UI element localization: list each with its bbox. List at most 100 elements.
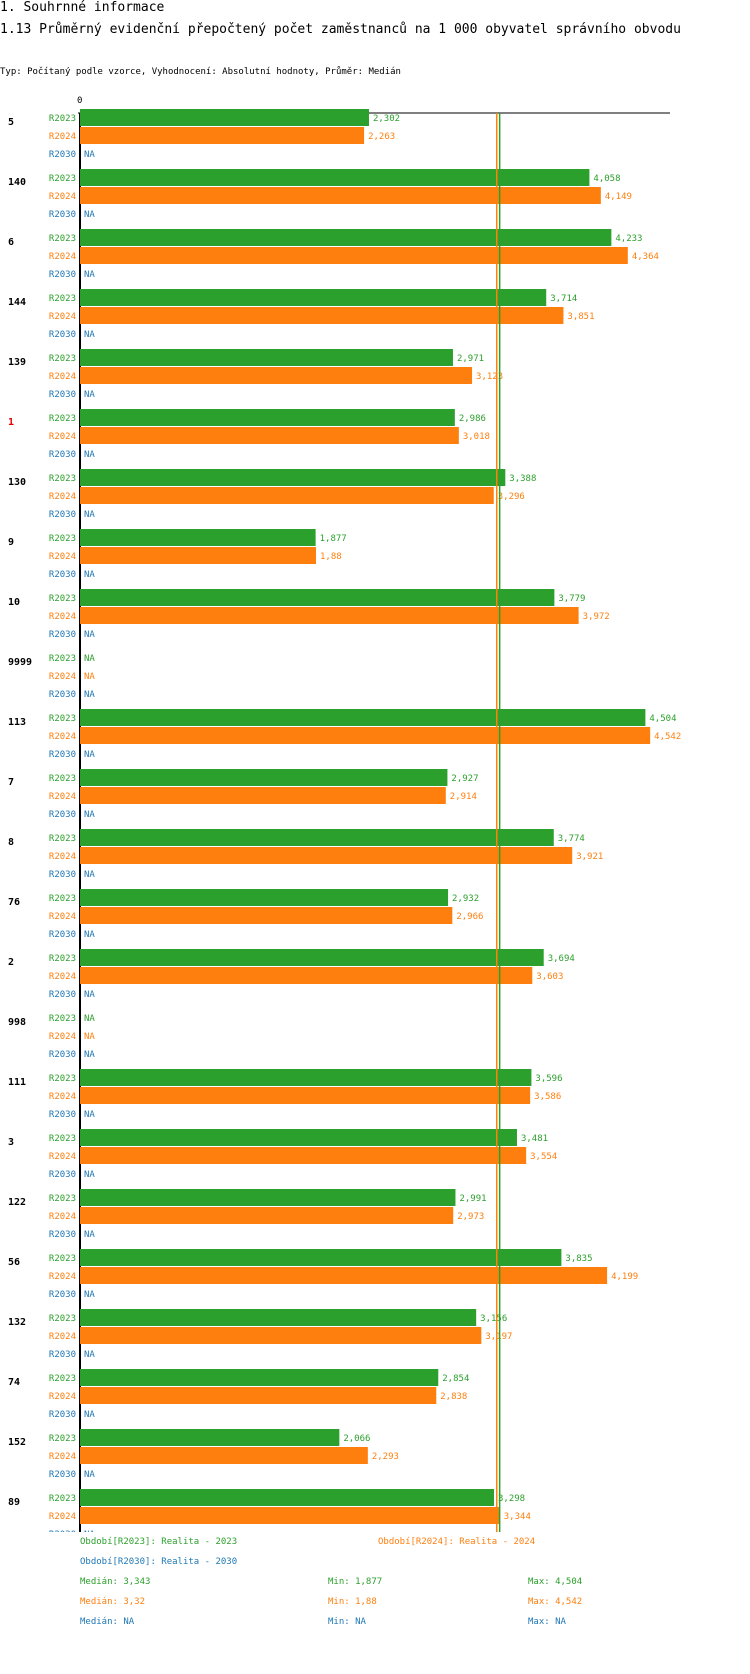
series-label: R2023 [49, 414, 76, 424]
bar [80, 349, 453, 366]
category-label: 76 [8, 897, 20, 908]
series-label: R2023 [49, 1494, 76, 1504]
category-label: 111 [8, 1077, 26, 1088]
data-label: 3,298 [498, 1494, 525, 1504]
data-label: NA [84, 330, 95, 340]
bar [80, 607, 579, 624]
data-label: NA [84, 1530, 95, 1532]
category-label: 144 [8, 297, 26, 308]
data-label: NA [84, 870, 95, 880]
bar [80, 109, 369, 126]
series-label: R2024 [49, 672, 76, 682]
series-label: R2024 [49, 1332, 76, 1342]
bar [80, 1429, 340, 1446]
category-label: 89 [8, 1497, 20, 1508]
data-label: 2,302 [373, 114, 400, 124]
series-label: R2023 [49, 834, 76, 844]
category-label: 113 [8, 717, 26, 728]
series-label: R2030 [49, 450, 76, 460]
series-label: R2024 [49, 492, 76, 502]
series-label: R2030 [49, 1350, 76, 1360]
category-label: 7 [8, 777, 14, 788]
data-label: NA [84, 990, 95, 1000]
series-label: R2030 [49, 1110, 76, 1120]
series-label: R2023 [49, 534, 76, 544]
bar [80, 187, 601, 204]
series-label: R2024 [49, 1092, 76, 1102]
data-label: NA [84, 930, 95, 940]
stat-median-r2023: Medián: 3,343 [80, 1577, 151, 1587]
category-label: 130 [8, 477, 26, 488]
data-label: 4,364 [632, 252, 659, 262]
data-label: 2,927 [451, 774, 478, 784]
series-label: R2024 [49, 312, 76, 322]
bar [80, 1207, 454, 1224]
series-label: R2030 [49, 1530, 76, 1532]
series-label: R2030 [49, 570, 76, 580]
bar [80, 229, 612, 246]
chart-title: 1.13 Průměrný evidenční přepočtený počet… [0, 22, 681, 37]
series-label: R2023 [49, 1434, 76, 1444]
bar [80, 967, 533, 984]
bar [80, 247, 628, 264]
bar [80, 547, 316, 564]
series-label: R2024 [49, 972, 76, 982]
data-label: NA [84, 672, 95, 682]
data-label: 3,603 [536, 972, 563, 982]
data-label: 1,877 [320, 534, 347, 544]
category-label: 56 [8, 1257, 20, 1268]
data-label: 3,481 [521, 1134, 548, 1144]
bar [80, 1267, 608, 1284]
data-label: 2,066 [343, 1434, 370, 1444]
series-label: R2023 [49, 294, 76, 304]
stat-max-r2023: Max: 4,504 [528, 1577, 583, 1587]
data-label: NA [84, 450, 95, 460]
bar [80, 589, 555, 606]
series-label: R2030 [49, 1050, 76, 1060]
series-label: R2030 [49, 930, 76, 940]
stat-min-r2023: Min: 1,877 [328, 1577, 383, 1587]
data-label: NA [84, 1050, 95, 1060]
bar [80, 1447, 368, 1464]
series-label: R2024 [49, 432, 76, 442]
stat-max-r2024: Max: 4,542 [528, 1597, 583, 1607]
category-label: 140 [8, 177, 26, 188]
data-label: 3,296 [498, 492, 525, 502]
series-label: R2030 [49, 810, 76, 820]
data-label: 4,058 [593, 174, 620, 184]
series-label: R2023 [49, 1134, 76, 1144]
data-label: 3,344 [504, 1512, 531, 1522]
bar [80, 427, 459, 444]
data-label: 3,835 [565, 1254, 592, 1264]
data-label: 3,714 [550, 294, 577, 304]
data-label: 3,554 [530, 1152, 557, 1162]
data-label: 2,971 [457, 354, 484, 364]
series-label: R2023 [49, 1014, 76, 1024]
data-label: 3,156 [480, 1314, 507, 1324]
series-label: R2024 [49, 372, 76, 382]
stat-max-r2030: Max: NA [528, 1617, 566, 1627]
series-label: R2030 [49, 870, 76, 880]
legend-r2024: Období[R2024]: Realita - 2024 [378, 1537, 536, 1547]
series-label: R2023 [49, 774, 76, 784]
bar [80, 1387, 437, 1404]
series-label: R2024 [49, 912, 76, 922]
series-label: R2030 [49, 1170, 76, 1180]
data-label: NA [84, 810, 95, 820]
series-label: R2024 [49, 1212, 76, 1222]
series-label: R2024 [49, 1452, 76, 1462]
data-label: NA [84, 1410, 95, 1420]
data-label: NA [84, 750, 95, 760]
bar [80, 1327, 482, 1344]
series-label: R2030 [49, 630, 76, 640]
data-label: 3,596 [535, 1074, 562, 1084]
bar [80, 289, 547, 306]
data-label: NA [84, 1170, 95, 1180]
series-label: R2024 [49, 132, 76, 142]
bar [80, 907, 453, 924]
series-label: R2024 [49, 1272, 76, 1282]
chart-subtitle: Typ: Počítaný podle vzorce, Vyhodnocení:… [0, 67, 401, 77]
bar [80, 1129, 517, 1146]
series-label: R2030 [49, 750, 76, 760]
data-label: 3,779 [558, 594, 585, 604]
